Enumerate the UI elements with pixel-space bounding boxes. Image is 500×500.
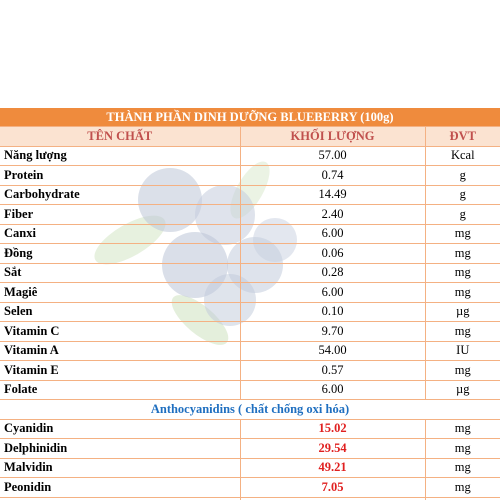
nutrient-name: Đồng	[0, 243, 240, 264]
nutrient-row: Magiê 6.00 mg	[0, 282, 500, 303]
nutrient-name: Năng lượng	[0, 146, 240, 166]
nutrient-unit: µg	[424, 302, 500, 322]
column-header: KHỐI LƯỢNG	[239, 126, 425, 147]
nutrient-amount: 6.00	[239, 224, 425, 244]
nutrient-amount: 54.00	[239, 341, 425, 361]
nutrient-amount: 2.40	[239, 204, 425, 225]
nutrient-unit: Kcal	[424, 146, 500, 166]
title-row: THÀNH PHẦN DINH DƯỠNG BLUEBERRY (100g)	[0, 108, 500, 127]
nutrient-name: Canxi	[0, 224, 240, 244]
nutrient-row: Năng lượng 57.00 Kcal	[0, 146, 500, 166]
nutrient-name: Fiber	[0, 204, 240, 225]
column-header-row: TÊN CHẤT KHỐI LƯỢNG ĐVT	[0, 126, 500, 147]
nutrient-row: Vitamin E 0.57 mg	[0, 360, 500, 381]
nutrient-row: Delphinidin 29.54 mg	[0, 438, 500, 459]
nutrient-name: Magiê	[0, 282, 240, 303]
nutrient-name: Peonidin	[0, 477, 240, 498]
nutrient-amount: 15.02	[239, 419, 425, 439]
nutrient-unit: mg	[424, 438, 500, 459]
nutrient-name: Carbohydrate	[0, 185, 240, 205]
column-header: ĐVT	[424, 126, 500, 147]
nutrient-amount: 29.54	[239, 438, 425, 459]
nutrient-unit: g	[424, 165, 500, 186]
nutrient-amount: 0.28	[239, 263, 425, 283]
nutrient-amount: 0.57	[239, 360, 425, 381]
nutrient-unit: mg	[424, 263, 500, 283]
table-title: THÀNH PHẦN DINH DƯỠNG BLUEBERRY (100g)	[0, 108, 500, 127]
nutrient-row: Vitamin A 54.00 IU	[0, 341, 500, 361]
nutrient-unit: mg	[424, 419, 500, 439]
nutrient-amount: 0.06	[239, 243, 425, 264]
nutrient-unit: mg	[424, 458, 500, 478]
nutrient-unit: mg	[424, 360, 500, 381]
nutrient-name: Vitamin A	[0, 341, 240, 361]
nutrient-amount: 7.05	[239, 477, 425, 498]
nutrient-amount: 49.21	[239, 458, 425, 478]
nutrient-amount: 14.49	[239, 185, 425, 205]
nutrient-unit: mg	[424, 243, 500, 264]
nutrient-row: Selen 0.10 µg	[0, 302, 500, 322]
nutrient-amount: 9.70	[239, 321, 425, 342]
column-header: TÊN CHẤT	[0, 126, 240, 147]
nutrient-row: Fiber 2.40 g	[0, 204, 500, 225]
nutrient-unit: IU	[424, 341, 500, 361]
nutrient-name: Delphinidin	[0, 438, 240, 459]
nutrient-name: Cyanidin	[0, 419, 240, 439]
nutrient-name: Folate	[0, 380, 240, 400]
nutrient-amount: 0.74	[239, 165, 425, 186]
nutrient-unit: g	[424, 204, 500, 225]
nutrient-name: Vitamin E	[0, 360, 240, 381]
nutrient-row: Đồng 0.06 mg	[0, 243, 500, 264]
nutrient-row: Folate 6.00 µg	[0, 380, 500, 400]
nutrient-row: Protein 0.74 g	[0, 165, 500, 186]
nutrient-row: Malvidin 49.21 mg	[0, 458, 500, 478]
section-title: Anthocyanidins ( chất chống oxi hóa)	[0, 399, 500, 420]
nutrient-amount: 6.00	[239, 380, 425, 400]
nutrient-row: Sắt 0.28 mg	[0, 263, 500, 283]
nutrient-unit: g	[424, 185, 500, 205]
nutrient-name: Protein	[0, 165, 240, 186]
nutrient-amount: 0.10	[239, 302, 425, 322]
nutrient-name: Vitamin C	[0, 321, 240, 342]
nutrient-unit: mg	[424, 321, 500, 342]
nutrient-unit: µg	[424, 380, 500, 400]
nutrient-name: Selen	[0, 302, 240, 322]
nutrient-unit: mg	[424, 477, 500, 498]
nutrient-unit: mg	[424, 282, 500, 303]
nutrient-row: Vitamin C 9.70 mg	[0, 321, 500, 342]
nutrient-amount: 6.00	[239, 282, 425, 303]
nutrient-row: Canxi 6.00 mg	[0, 224, 500, 244]
nutrient-unit: mg	[424, 224, 500, 244]
nutrient-row: Carbohydrate 14.49 g	[0, 185, 500, 205]
nutrient-row: Peonidin 7.05 mg	[0, 477, 500, 498]
nutrient-row: Cyanidin 15.02 mg	[0, 419, 500, 439]
section-row: Anthocyanidins ( chất chống oxi hóa)	[0, 399, 500, 420]
nutrient-name: Malvidin	[0, 458, 240, 478]
nutrient-name: Sắt	[0, 263, 240, 283]
nutrient-amount: 57.00	[239, 146, 425, 166]
nutrition-table: THÀNH PHẦN DINH DƯỠNG BLUEBERRY (100g) TÊ…	[0, 108, 500, 500]
